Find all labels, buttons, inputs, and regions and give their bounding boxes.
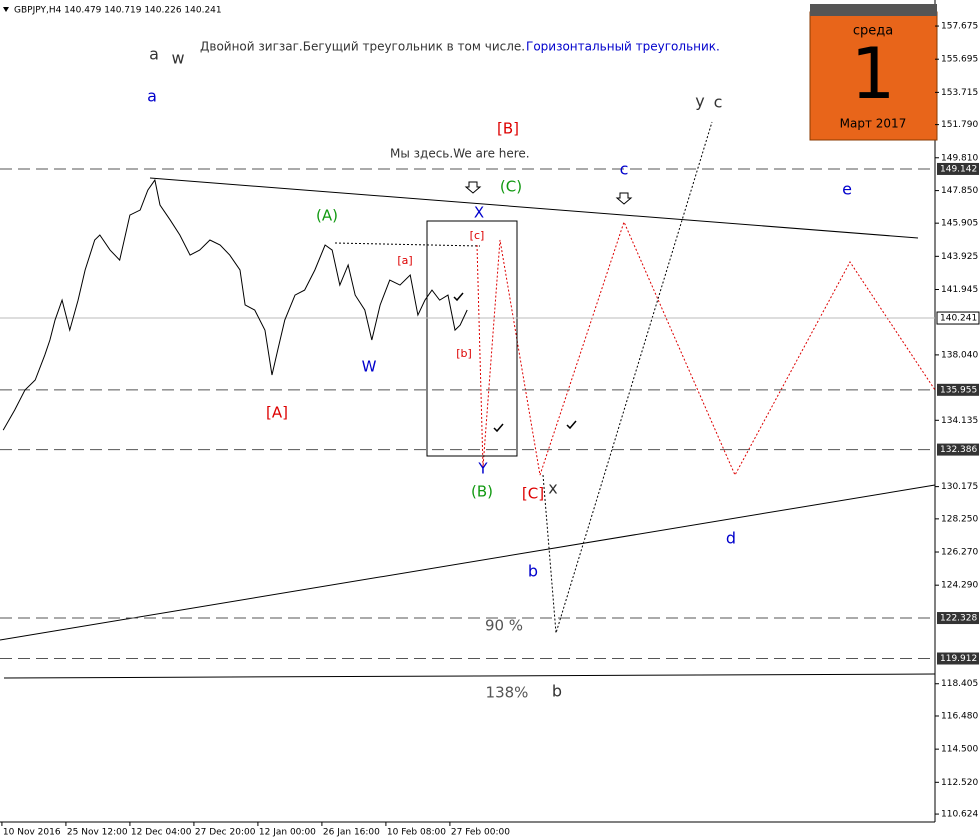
wave-label: e	[842, 180, 852, 199]
wave-label: [C]	[522, 485, 544, 503]
wave-label: b	[552, 682, 562, 701]
wave-label: (A)	[316, 207, 338, 225]
projection-black	[542, 121, 713, 634]
y-tick-label: 112.520	[941, 778, 978, 788]
x-tick-label: 10 Feb 08:00	[387, 828, 446, 838]
x-tick-label: 12 Dec 04:00	[131, 828, 192, 838]
wave-label: a	[147, 87, 157, 106]
y-tick-label: 143.925	[941, 252, 978, 262]
wave-label: [B]	[497, 120, 519, 138]
calendar-rings	[810, 4, 937, 16]
calendar-month: Март 2017	[840, 117, 907, 131]
wave-label: a	[149, 45, 159, 64]
wave-label: y	[695, 92, 704, 111]
level-label: 122.328	[940, 614, 977, 624]
chart-title: GBPJPY,H4 140.479 140.719 140.226 140.24…	[14, 6, 222, 16]
y-tick-label: 128.250	[941, 514, 978, 524]
level-label: 149.142	[940, 164, 977, 174]
level-box	[937, 443, 979, 456]
level-box	[937, 612, 979, 625]
y-tick-label: 155.695	[941, 55, 978, 65]
check-icon	[453, 292, 577, 433]
price-series	[2, 178, 468, 431]
level-label: 135.955	[940, 385, 977, 395]
wave-label: (C)	[500, 178, 522, 196]
price-label: 140.241	[940, 314, 977, 324]
y-tick-label: 124.290	[941, 581, 978, 591]
wave-label: c	[714, 93, 723, 112]
y-tick-label: 126.270	[941, 548, 978, 558]
wave-label: Горизонтальный треугольник.	[526, 40, 720, 54]
box	[426, 220, 518, 457]
level-box	[937, 652, 979, 665]
y-tick-label: 151.790	[941, 120, 978, 130]
calendar: среда 1 Март 2017	[809, 4, 938, 141]
y-tick-label: 118.405	[941, 679, 978, 689]
level-box	[937, 162, 979, 175]
wave-label: 90 %	[485, 617, 523, 635]
wave-label: W	[362, 358, 377, 376]
wave-label: Двойной зигзаг.Бегущий треугольник в том…	[200, 40, 525, 54]
y-tick-label: 153.715	[941, 88, 978, 98]
wave-label: (B)	[471, 483, 493, 501]
wave-label: d	[726, 529, 736, 548]
wave-label: [b]	[456, 347, 472, 360]
y-tick-label: 114.500	[941, 745, 978, 755]
y-tick-label: 138.040	[941, 350, 978, 360]
y-tick-label: 130.175	[941, 482, 978, 492]
y-tick-label: 147.850	[941, 186, 978, 196]
calendar-day: 1	[851, 33, 896, 115]
wave-label: [A]	[266, 404, 288, 422]
title-icon	[3, 7, 9, 12]
wave-label: [c]	[470, 229, 485, 242]
wave-label: x	[548, 479, 557, 498]
y-tick-label: 141.945	[941, 285, 978, 295]
dotted-line	[334, 242, 481, 247]
trend-line	[0, 484, 936, 641]
y-tick-label: 149.810	[941, 153, 978, 163]
wave-label: [a]	[397, 254, 412, 267]
x-tick-label: 27 Dec 20:00	[195, 828, 256, 838]
x-tick-label: 10 Nov 2016	[3, 828, 61, 838]
wave-label: X	[474, 204, 484, 222]
calendar-weekday: среда	[853, 24, 893, 39]
horizontal-line	[3, 673, 936, 679]
y-tick-label: 145.905	[941, 219, 978, 229]
x-tick-label: 12 Jan 00:00	[259, 828, 316, 838]
wave-label: c	[620, 160, 629, 179]
wave-label: 138%	[486, 684, 529, 702]
wave-label: Мы здесь.We are here.	[390, 147, 530, 161]
level-label: 132.386	[940, 445, 977, 455]
wave-label: w	[171, 49, 184, 68]
x-tick-label: 27 Feb 00:00	[451, 828, 510, 838]
wave-label: b	[528, 562, 538, 581]
projection-red	[476, 220, 936, 477]
y-tick-label: 157.675	[941, 22, 978, 32]
y-tick-label: 134.135	[941, 416, 978, 426]
wave-label: Y	[477, 460, 488, 478]
y-tick-label: 110.624	[941, 810, 978, 820]
trend-line	[149, 177, 919, 239]
arrow-icon	[464, 181, 633, 205]
level-label: 119.912	[940, 654, 977, 664]
price-box	[936, 311, 980, 325]
level-box	[937, 383, 979, 396]
y-tick-label: 116.480	[941, 711, 978, 721]
calendar-body	[809, 11, 938, 141]
x-tick-label: 26 Jan 16:00	[323, 828, 380, 838]
x-tick-label: 25 Nov 12:00	[67, 828, 128, 838]
